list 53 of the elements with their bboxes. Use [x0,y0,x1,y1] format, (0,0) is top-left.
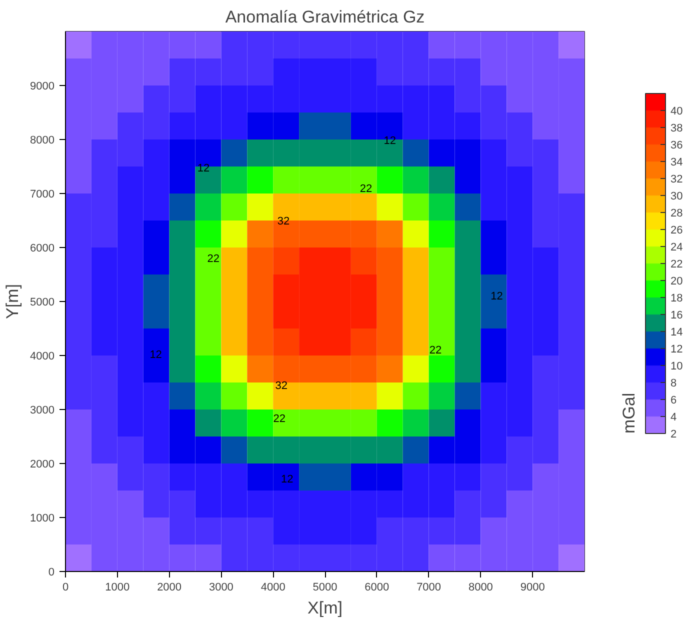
color-bar-label: 20 [670,276,683,288]
x-tick-label: 3000 [208,582,234,594]
annotation: 12 [280,474,294,486]
color-bar-label: 34 [670,156,683,168]
y-tick-label: 2000 [30,458,55,470]
color-bar-label: 16 [670,310,683,322]
y-tick-label: 9000 [30,80,55,92]
color-bar-label: 36 [670,140,683,152]
y-tick-label: 3000 [30,404,55,416]
x-axis-title: X[m] [308,598,342,618]
color-bar-label: 8 [670,378,677,390]
annotation: 22 [360,183,372,196]
x-tick-label: 6000 [364,582,390,594]
y-tick-label: 5000 [30,296,55,308]
y-axis-title: Y[m] [3,284,22,319]
color-bar-label: 24 [670,242,683,254]
y-tick-label: 4000 [30,350,55,362]
color-bar-label: 22 [670,258,683,270]
chart-title: Anomalía Gravimétrica Gz [225,8,425,26]
x-tick-label: 0 [62,582,69,594]
y-tick-label: 6000 [30,242,55,254]
color-bar-label: 26 [670,224,683,236]
y-tick-label: 7000 [30,188,55,200]
x-tick-label: 1000 [105,582,130,594]
color-bar-label: 18 [670,292,683,304]
color-bar-title: mGal [620,392,638,434]
color-bar-label: 6 [670,394,677,406]
annotation: 22 [207,252,220,265]
color-bar-label: 40 [670,106,683,118]
annotation: 12 [150,348,162,361]
annotation: 32 [275,380,288,392]
color-bar-label: 38 [670,122,683,134]
annotation: 32 [277,216,290,228]
x-tick-label: 5000 [312,582,338,594]
x-tick-label: 9000 [520,582,545,594]
x-tick-label: 8000 [468,582,493,594]
annotation: 22 [429,344,442,357]
color-bar-label: 10 [670,360,683,372]
annotation: 12 [490,290,503,303]
annotation: 22 [273,413,286,426]
x-tick-label: 7000 [416,582,442,594]
y-tick-label: 0 [48,566,55,578]
x-tick-label: 2000 [157,582,182,594]
y-tick-label: 8000 [30,134,55,146]
color-bar-label: 14 [670,326,683,338]
color-bar-label: 12 [670,344,683,356]
color-bar-label: 2 [670,428,677,440]
x-tick-label: 4000 [260,582,286,594]
y-tick-label: 1000 [30,512,55,524]
color-bar-label: 28 [670,208,683,220]
color-bar-label: 32 [670,174,683,186]
color-bar-label: 30 [670,190,683,202]
color-bar-label: 4 [670,412,677,424]
